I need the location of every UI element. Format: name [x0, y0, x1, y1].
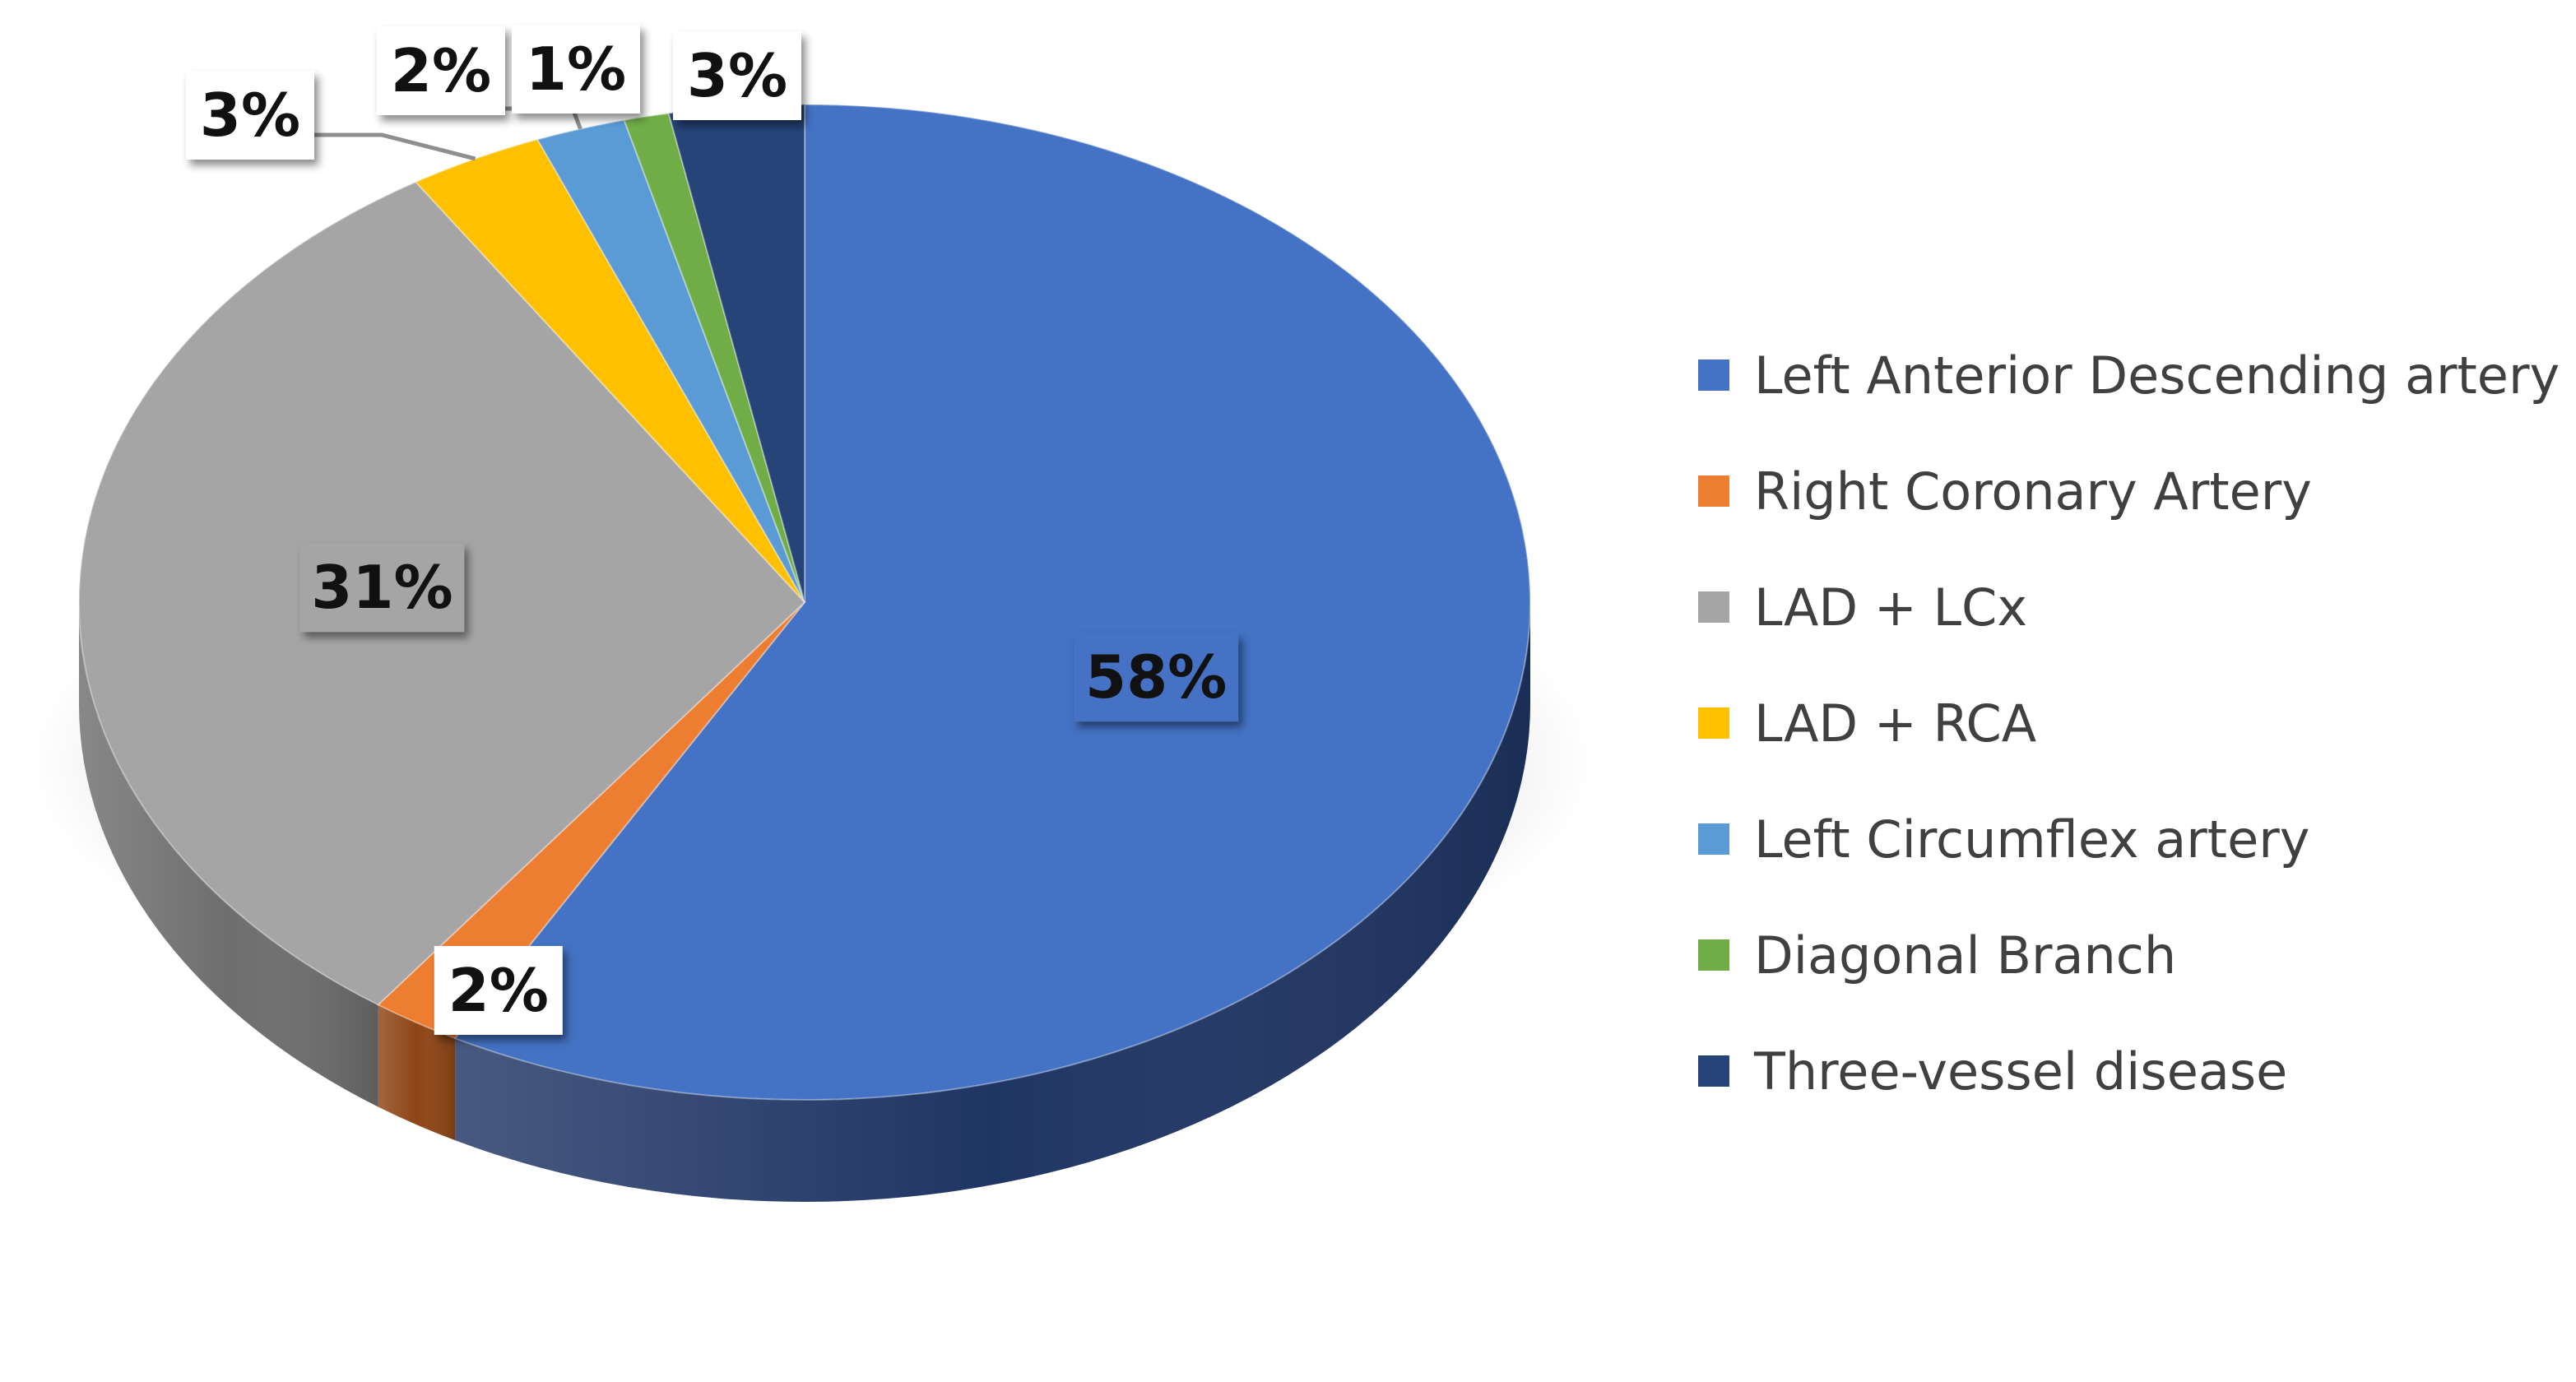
data-label-box-6	[673, 31, 801, 120]
data-label-text-2: 31%	[311, 553, 453, 622]
data-label-text-5: 1%	[526, 35, 626, 104]
pie-side-shade-2	[79, 602, 378, 1107]
pie-slice-1	[376, 601, 805, 1040]
legend-label-6: Three-vessel disease	[1753, 1041, 2287, 1101]
data-label-box-5	[512, 25, 640, 114]
legend-swatch-6	[1698, 1055, 1729, 1087]
legend-label-3: LAD + RCA	[1754, 693, 2036, 754]
data-label-4: 2%	[377, 26, 505, 115]
data-label-text-1: 2%	[448, 956, 549, 1025]
legend-item-5: Diagonal Branch	[1698, 925, 2176, 985]
legend-item-2: LAD + LCx	[1698, 577, 2027, 638]
data-label-box-4	[377, 26, 505, 115]
legend-swatch-3	[1698, 707, 1729, 739]
pie-top-faces	[77, 103, 1531, 1101]
data-label-box-3	[186, 71, 314, 160]
data-label-text-6: 3%	[687, 41, 787, 110]
data-label-3: 3%	[186, 71, 314, 160]
pie-slice-3	[414, 138, 805, 603]
legend-item-0: Left Anterior Descending artery	[1698, 346, 2560, 406]
legend-item-6: Three-vessel disease	[1698, 1041, 2287, 1101]
pie-slice-5	[623, 112, 805, 603]
data-label-5: 1%	[512, 25, 640, 114]
pie-slice-0	[453, 103, 1531, 1101]
leader-line-3	[308, 132, 476, 161]
legend-label-4: Left Circumflex artery	[1754, 809, 2309, 870]
legend-label-2: LAD + LCx	[1754, 577, 2027, 638]
legend-item-3: LAD + RCA	[1698, 693, 2036, 754]
pie-side-walls	[79, 602, 1531, 1203]
legend-item-4: Left Circumflex artery	[1698, 809, 2309, 870]
legend: Left Anterior Descending artery Right Cor…	[1698, 346, 2560, 1101]
data-label-box-0	[1074, 633, 1239, 722]
legend-swatch-0	[1698, 359, 1729, 391]
pie-side-shade-1	[378, 1004, 456, 1141]
legend-swatch-1	[1698, 475, 1729, 507]
data-label-2: 31%	[299, 543, 465, 633]
legend-item-1: Right Coronary Artery	[1698, 461, 2312, 522]
data-label-6: 3%	[673, 31, 801, 120]
legend-swatch-4	[1698, 823, 1729, 855]
legend-label-0: Left Anterior Descending artery	[1754, 346, 2560, 406]
legend-swatch-2	[1698, 591, 1729, 623]
data-label-text-4: 2%	[391, 36, 491, 105]
legend-label-1: Right Coronary Artery	[1754, 461, 2312, 522]
data-label-box-1	[434, 945, 563, 1035]
legend-swatch-5	[1698, 939, 1729, 971]
data-label-box-2	[299, 543, 465, 633]
data-label-text-3: 3%	[200, 81, 300, 150]
data-label-text-0: 58%	[1085, 642, 1227, 712]
pie-slice-4	[536, 118, 805, 603]
pie-side-shade-0	[455, 602, 1531, 1203]
data-label-0: 58%	[1074, 633, 1239, 722]
data-labels: 58% 2% 31% 3% 2% 1% 3%	[186, 25, 1239, 1035]
legend-label-5: Diagonal Branch	[1754, 925, 2176, 985]
data-label-1: 2%	[434, 945, 563, 1035]
